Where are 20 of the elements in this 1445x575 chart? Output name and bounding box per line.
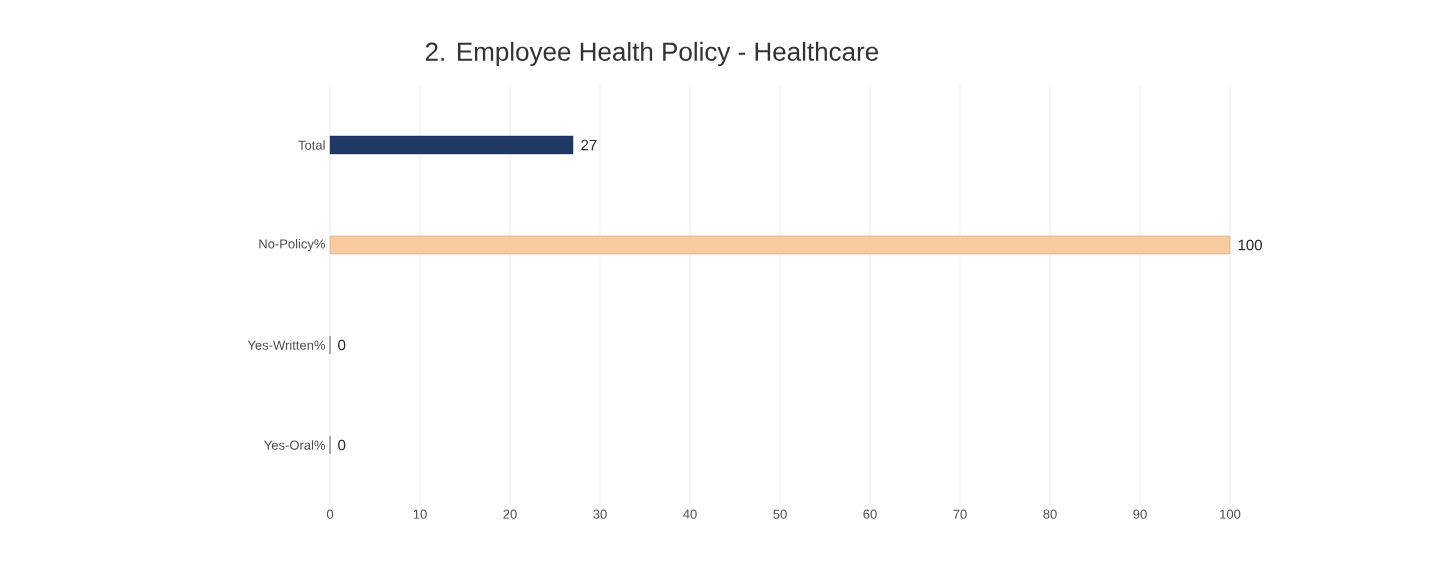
x-tick-label: 60 <box>863 509 877 519</box>
y-tick-label: No-Policy% <box>259 238 326 252</box>
x-tick-label: 100 <box>1220 509 1241 519</box>
data-label: 27 <box>581 139 597 151</box>
chart-title: 2. Employee Health Policy - Healthcare <box>425 41 879 67</box>
data-label: 0 <box>338 339 346 351</box>
y-tick-label: Total <box>298 140 325 150</box>
y-tick-label: Yes-Written% <box>247 340 326 350</box>
x-tick-label: 90 <box>1133 509 1147 519</box>
x-tick-label: 20 <box>503 509 517 519</box>
x-tick-label: 30 <box>593 509 607 519</box>
x-tick-label: 50 <box>773 509 787 519</box>
x-tick-label: 80 <box>1043 509 1057 519</box>
y-tick-label: Yes-Oral% <box>264 440 326 450</box>
data-label: 100 <box>1238 239 1262 251</box>
x-tick-label: 10 <box>413 509 427 519</box>
x-tick-label: 0 <box>326 509 334 519</box>
x-tick-label: 70 <box>953 509 967 519</box>
data-label: 0 <box>338 439 346 451</box>
x-tick-label: 40 <box>683 509 697 519</box>
